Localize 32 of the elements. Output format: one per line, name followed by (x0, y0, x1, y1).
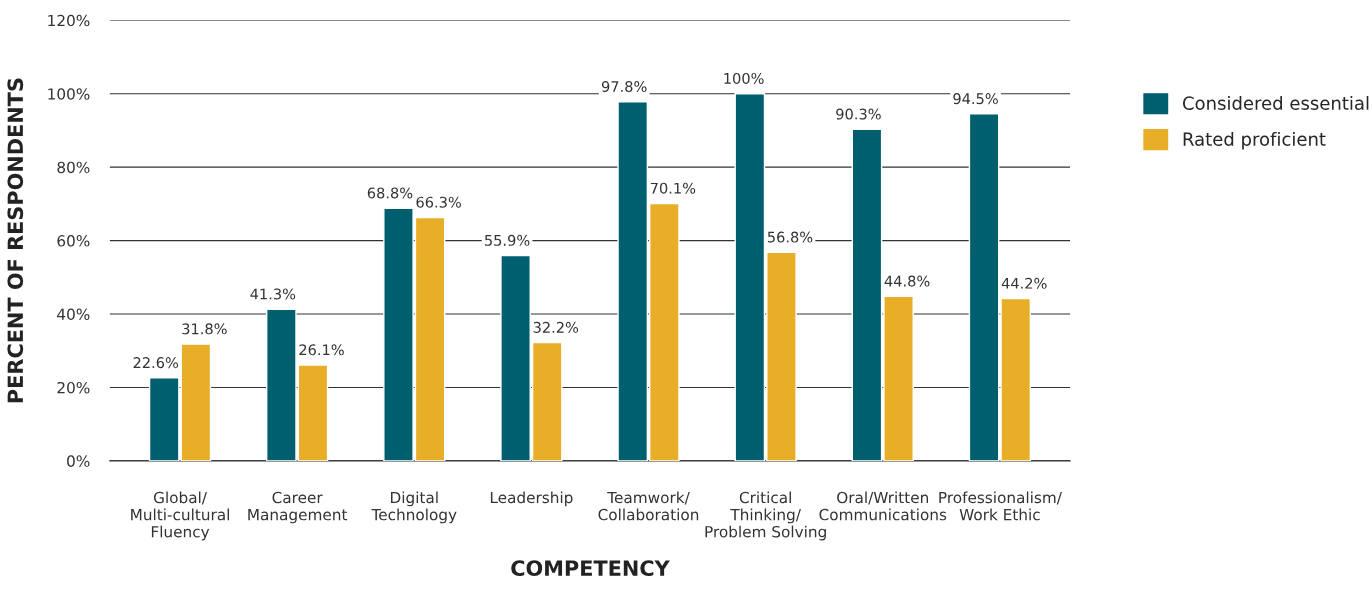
data-label: 41.3% (250, 288, 296, 300)
data-label: 55.9% (485, 234, 530, 246)
x-axis-title: COMPETENCY (511, 560, 670, 577)
data-label: 90.3% (836, 108, 881, 120)
data-label: 56.8% (767, 231, 813, 243)
y-tick-label: 60% (57, 235, 90, 247)
data-label: 22.6% (133, 357, 179, 369)
data-label: 70.1% (650, 182, 696, 194)
data-label: 94.5% (953, 93, 998, 105)
legend-label: Considered essential (1182, 95, 1369, 110)
y-tick-label: 80% (57, 161, 90, 174)
y-tick-label: 100% (48, 88, 90, 100)
x-tick-label: Digital Technology (371, 491, 457, 524)
x-tick-label: Career Management (248, 491, 348, 524)
data-label: 68.8% (367, 187, 413, 199)
x-tick-label: Leadership (490, 491, 573, 507)
y-axis-title: PERCENT OF RESPONDENTS (7, 78, 24, 403)
y-tick-label: 40% (57, 308, 90, 321)
data-label: 44.2% (1001, 277, 1047, 289)
y-tick-label: 120% (48, 14, 90, 27)
x-tick-label: Global/ Multi-cultural Fluency (131, 491, 229, 541)
y-tick-label: 0% (67, 455, 90, 467)
y-tick-label: 20% (57, 381, 90, 394)
x-tick-label: Teamwork/ Collaboration (598, 491, 699, 521)
data-label: 44.8% (884, 275, 930, 287)
data-label: 100% (724, 72, 764, 84)
data-label: 97.8% (601, 81, 647, 93)
data-label: 66.3% (416, 196, 461, 208)
data-label: 26.1% (299, 344, 344, 356)
data-label: 31.8% (182, 323, 227, 335)
data-label: 32.2% (533, 321, 579, 333)
legend-label: Rated proficient (1183, 131, 1326, 150)
